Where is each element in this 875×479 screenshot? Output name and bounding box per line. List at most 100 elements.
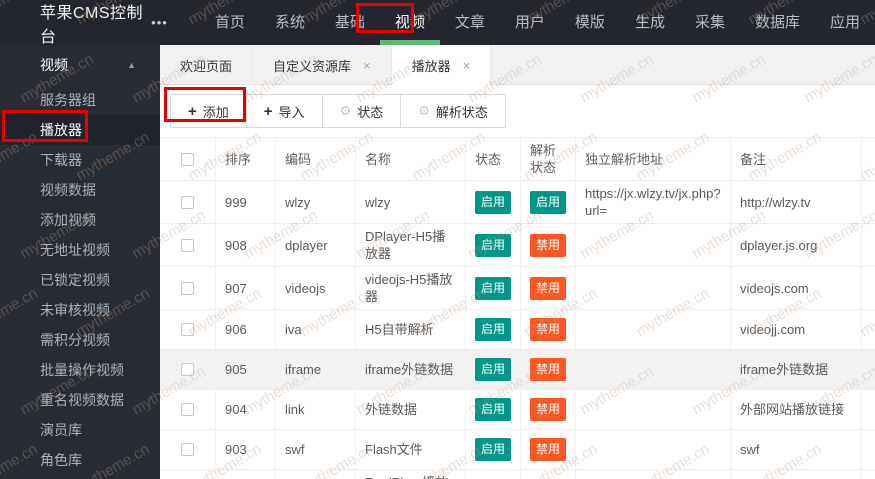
nav-item[interactable]: 数据库 xyxy=(754,14,800,31)
column-header: 状态 xyxy=(466,138,521,180)
row-checkbox[interactable] xyxy=(181,443,194,456)
row-checkbox[interactable] xyxy=(181,238,194,252)
cell-order: 906 xyxy=(216,310,276,349)
nav-item[interactable]: 应用 xyxy=(829,14,860,31)
cell-status: 启用 xyxy=(466,267,521,309)
nav-item[interactable]: 采集 xyxy=(694,14,725,31)
cell-status: 启用 xyxy=(466,350,521,389)
top-navbar: 苹果CMS控制台 ••• 首页 系统 基础 视频 文章 用户 模版 生成 采集 数据库 应用 xyxy=(0,0,875,46)
sidebar-group-label: 视频 xyxy=(40,57,68,73)
sidebar: 视频 ▲ 服务器组播放器下载器视频数据添加视频无地址视频已锁定视频未审核视频需积… xyxy=(0,45,160,479)
parse-status-badge[interactable]: 禁用 xyxy=(530,318,567,341)
table-row: 903 swf Flash文件 启用 禁用 swf xyxy=(160,430,875,470)
toolbar-button-label: 导入 xyxy=(278,104,305,120)
nav-item[interactable]: 首页 xyxy=(214,14,245,31)
parse-status-badge[interactable]: 禁用 xyxy=(530,233,567,257)
cell-name: H5自带解析 xyxy=(356,310,466,349)
status-badge[interactable]: 启用 xyxy=(475,358,512,381)
status-badge[interactable]: 启用 xyxy=(475,318,512,341)
cell-remark: http://wlzy.tv xyxy=(731,181,862,223)
tab[interactable]: 播放器 × xyxy=(391,45,492,85)
sidebar-item[interactable]: 添加视频 xyxy=(40,212,96,228)
sidebar-item[interactable]: 无地址视频 xyxy=(40,242,110,258)
column-header: 独立解析地址 xyxy=(576,138,731,180)
sidebar-item[interactable]: 下载器 xyxy=(40,152,82,168)
nav-item[interactable]: 文章 xyxy=(454,14,485,31)
menu-collapse-icon[interactable]: ••• xyxy=(151,15,168,30)
sidebar-item[interactable]: 批量操作视频 xyxy=(40,362,124,378)
row-checkbox[interactable] xyxy=(181,323,194,336)
toolbar-button[interactable]: + 添加 xyxy=(170,94,247,128)
parse-status-badge[interactable]: 禁用 xyxy=(530,276,567,300)
nav-item[interactable]: 生成 xyxy=(634,14,665,31)
toolbar-button[interactable]: ⚙ 状态 xyxy=(321,94,402,128)
status-badge[interactable]: 启用 xyxy=(475,398,512,421)
table-row: 907 videojs videojs-H5播放器 启用 禁用 videojs.com xyxy=(160,267,875,310)
header-sliver-cell xyxy=(862,138,875,180)
tab-close-icon[interactable]: × xyxy=(363,57,371,73)
plus-icon: + xyxy=(263,102,273,120)
cell-parse-url xyxy=(576,310,731,349)
cell-parse-url xyxy=(576,350,731,389)
status-badge[interactable]: 启用 xyxy=(475,438,512,461)
cell-order: 904 xyxy=(216,390,276,429)
cell-name: 外链数据 xyxy=(356,390,466,429)
cell-parse-status: 启用 xyxy=(521,181,576,223)
parse-status-badge[interactable]: 启用 xyxy=(530,190,567,214)
cell-parse-status: 禁用 xyxy=(521,390,576,429)
status-badge[interactable]: 启用 xyxy=(475,276,512,300)
cell-order: 907 xyxy=(216,267,276,309)
cell-code: dplayer xyxy=(276,224,356,266)
cell-remark: real.cn xyxy=(731,470,862,479)
sidebar-item[interactable]: 需积分视频 xyxy=(40,332,110,348)
main-content: 欢迎页面 自定义资源库 × 播放器 × + 添加 + 导入 ⚙ 状态 ⚙ 解析状态 排序 编码 名称 状态解… xyxy=(160,45,875,479)
row-checkbox[interactable] xyxy=(181,403,194,416)
gear-icon: ⚙ xyxy=(339,103,352,118)
cell-parse-status: 禁用 xyxy=(521,267,576,309)
row-sliver-cell xyxy=(862,267,875,309)
sidebar-item[interactable]: 服务器组 xyxy=(40,92,96,108)
table-row: 908 dplayer DPlayer-H5播放器 启用 禁用 dplayer.js.or… xyxy=(160,224,875,267)
tab-close-icon[interactable]: × xyxy=(462,57,471,73)
tab[interactable]: 欢迎页面 xyxy=(160,45,254,85)
parse-status-badge[interactable]: 禁用 xyxy=(530,398,567,421)
sidebar-item[interactable]: 演员库 xyxy=(40,422,82,438)
nav-item[interactable]: 模版 xyxy=(574,14,605,31)
sidebar-item[interactable]: 未审核视频 xyxy=(40,302,110,318)
sidebar-item[interactable]: 视频数据 xyxy=(40,182,96,198)
header-checkbox-cell xyxy=(160,138,216,180)
cell-name: wlzy xyxy=(356,181,466,223)
cell-code: iframe xyxy=(276,350,356,389)
cell-name: RealPlaer播放器 xyxy=(356,470,466,479)
select-all-checkbox[interactable] xyxy=(181,152,194,166)
row-checkbox[interactable] xyxy=(181,195,194,209)
row-checkbox[interactable] xyxy=(181,281,194,295)
row-checkbox[interactable] xyxy=(181,363,194,376)
sidebar-item[interactable]: 播放器 xyxy=(0,115,160,145)
sidebar-item[interactable]: 已锁定视频 xyxy=(40,272,110,288)
status-badge[interactable]: 启用 xyxy=(475,190,512,214)
row-sliver-cell xyxy=(862,390,875,429)
table-row: 902realRealPlaer播放器启用禁用 real.cn xyxy=(160,470,875,479)
row-checkbox-cell xyxy=(160,470,216,479)
row-sliver-cell xyxy=(862,350,875,389)
cell-code: swf xyxy=(276,430,356,469)
nav-item[interactable]: 用户 xyxy=(514,14,545,31)
parse-status-badge[interactable]: 禁用 xyxy=(530,358,567,381)
cell-remark: swf xyxy=(731,430,862,469)
parse-status-badge[interactable]: 禁用 xyxy=(530,438,567,461)
cell-name: iframe外链数据 xyxy=(356,350,466,389)
nav-item[interactable]: 系统 xyxy=(274,14,305,31)
toolbar-button[interactable]: ⚙ 解析状态 xyxy=(400,94,506,128)
cell-parse-url xyxy=(576,470,731,479)
row-checkbox-cell xyxy=(160,390,216,429)
sidebar-item[interactable]: 角色库 xyxy=(40,452,82,468)
sidebar-group-header[interactable]: 视频 ▲ xyxy=(0,45,160,85)
nav-item[interactable]: 基础 xyxy=(334,14,365,31)
tab-label: 播放器 xyxy=(411,58,451,74)
toolbar-button[interactable]: + 导入 xyxy=(245,94,323,128)
status-badge[interactable]: 启用 xyxy=(475,233,512,257)
nav-item[interactable]: 视频 xyxy=(379,0,440,45)
tab[interactable]: 自定义资源库 × xyxy=(253,45,392,85)
sidebar-item[interactable]: 重名视频数据 xyxy=(40,392,124,408)
